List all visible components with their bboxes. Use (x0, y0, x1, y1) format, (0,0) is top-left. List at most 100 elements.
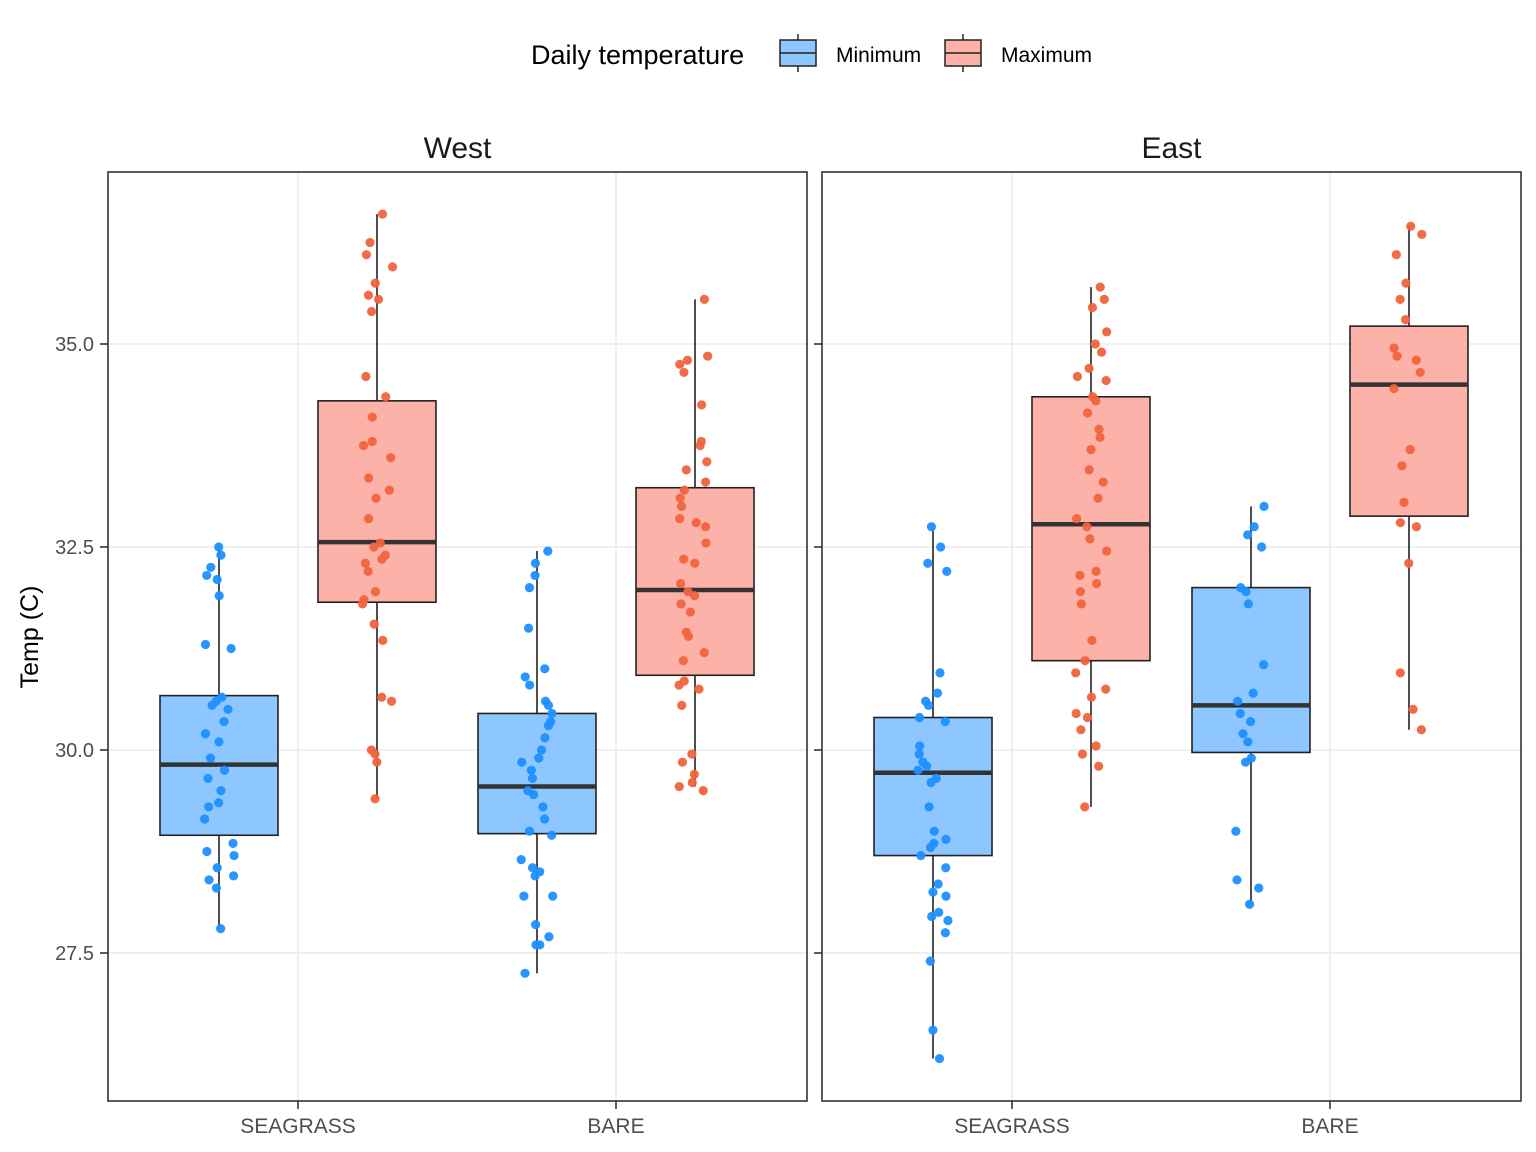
data-point (941, 863, 951, 873)
data-point (212, 863, 222, 873)
data-point (1075, 570, 1085, 581)
box-iqr (635, 486, 755, 677)
data-point (214, 542, 224, 552)
data-point (364, 473, 374, 483)
data-point (926, 777, 936, 788)
data-point (211, 883, 222, 893)
y-axis-title: Temp (C) (16, 586, 44, 689)
data-point (361, 371, 371, 382)
data-point (1395, 668, 1405, 678)
data-point (1395, 294, 1405, 304)
data-point (936, 542, 946, 552)
data-point (519, 891, 529, 901)
data-point (527, 773, 538, 784)
data-point (202, 570, 212, 581)
data-point (528, 790, 539, 800)
x-tick-label: SEAGRASS (954, 1115, 1070, 1138)
data-point (1101, 684, 1111, 694)
data-point (677, 757, 688, 767)
box-iqr (1191, 586, 1311, 754)
data-point (1087, 635, 1097, 645)
data-point (933, 879, 943, 889)
data-point (386, 453, 396, 463)
data-point (1093, 493, 1103, 503)
data-point (213, 798, 224, 808)
data-point (547, 830, 557, 840)
data-point (1095, 432, 1105, 442)
data-point (1259, 660, 1269, 670)
data-point (1259, 501, 1269, 511)
data-point (363, 566, 373, 576)
data-point (687, 777, 697, 788)
data-point (683, 587, 693, 597)
data-point (699, 647, 709, 658)
data-point (1082, 522, 1092, 532)
data-point (534, 753, 544, 763)
data-point (370, 587, 381, 597)
data-point (676, 599, 686, 609)
data-point (702, 457, 712, 467)
data-point (679, 485, 689, 495)
data-point (1232, 875, 1242, 885)
data-point (677, 501, 687, 511)
data-point (1399, 497, 1409, 507)
box-iqr (477, 712, 597, 835)
data-point (1087, 302, 1098, 313)
data-point (204, 802, 214, 812)
data-point (228, 838, 238, 848)
data-point (922, 761, 932, 771)
data-point (214, 737, 224, 747)
data-point (925, 842, 936, 853)
data-point (206, 562, 216, 572)
data-point (1389, 384, 1399, 394)
data-point (1086, 692, 1097, 702)
data-point (1401, 278, 1411, 288)
data-point (1395, 518, 1406, 528)
y-tick-label: 35.0 (55, 334, 94, 356)
data-point (1243, 530, 1253, 540)
box-seagrass-maximum (317, 209, 437, 804)
data-point (214, 591, 224, 601)
data-point (1094, 761, 1104, 771)
data-point (1102, 327, 1112, 337)
data-point (1416, 725, 1426, 735)
data-point (525, 680, 535, 690)
data-point (1090, 339, 1100, 349)
data-point (690, 591, 700, 601)
data-point (229, 850, 239, 861)
data-point (1400, 315, 1411, 325)
facet-west: West SEAGRASS BARE 27.5 30.0 32.5 35.0 (55, 132, 808, 1138)
data-point (915, 741, 925, 751)
data-point (1092, 578, 1102, 589)
data-point (1084, 363, 1094, 373)
data-point (676, 578, 686, 589)
data-point (1077, 749, 1088, 759)
data-point (1415, 367, 1425, 378)
data-point (386, 696, 397, 706)
data-point (695, 440, 705, 451)
box-bare-minimum (477, 546, 597, 978)
data-point (916, 850, 926, 861)
data-point (1397, 461, 1407, 471)
data-point (674, 680, 684, 690)
y-tick-label: 30.0 (55, 740, 94, 762)
data-point (700, 522, 711, 532)
data-point (689, 769, 699, 779)
data-point (914, 712, 925, 723)
jitter-points (1389, 221, 1427, 735)
data-point (1094, 424, 1104, 434)
data-point (523, 623, 534, 633)
data-point (913, 765, 923, 775)
data-point (371, 493, 381, 503)
data-point (694, 684, 704, 694)
data-point (1391, 250, 1401, 260)
data-point (940, 928, 950, 938)
data-point (1392, 351, 1402, 361)
data-point (1243, 599, 1253, 609)
data-point (1071, 668, 1081, 678)
data-point (1243, 737, 1253, 747)
data-point (530, 871, 540, 881)
box-seagrass-minimum (873, 522, 993, 1064)
data-point (228, 871, 239, 881)
data-point (1389, 343, 1399, 353)
